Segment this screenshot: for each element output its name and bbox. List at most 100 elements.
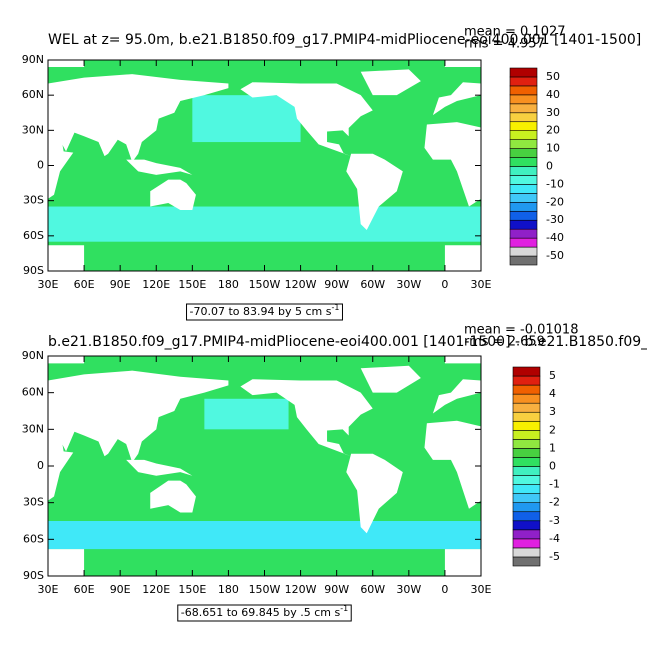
y-tick-label: 60S — [23, 229, 44, 242]
colorbar-box — [512, 411, 541, 422]
x-tick-label: 120W — [285, 583, 317, 596]
land — [360, 365, 421, 393]
x-tick-label: 60E — [74, 583, 95, 596]
colorbar-label: 0 — [549, 460, 556, 473]
colorbar-label: 0 — [546, 160, 553, 173]
colorbar-box — [509, 76, 538, 87]
colorbar-box — [509, 130, 538, 140]
land — [48, 426, 74, 501]
x-tick-label: 150E — [178, 278, 206, 291]
ocean-patch — [192, 95, 301, 143]
land — [360, 69, 421, 96]
panel-title: b.e21.B1850.f09_g17.PMIP4-midPliocene-eo… — [48, 334, 647, 350]
x-tick-label: 120W — [285, 278, 317, 291]
colorbar-label: 30 — [546, 106, 560, 119]
x-tick-label: 30E — [38, 278, 59, 291]
ocean-patch — [48, 206, 481, 242]
land — [126, 459, 193, 476]
land — [150, 179, 196, 211]
colorbar-box — [509, 175, 538, 185]
y-tick-label: 30S — [23, 194, 44, 207]
land — [48, 74, 229, 162]
colorbar-label: -10 — [546, 177, 564, 190]
x-tick-label: 180 — [218, 583, 239, 596]
colorbar-label: 10 — [546, 142, 560, 155]
land — [150, 480, 196, 513]
y-tick-label: 60N — [22, 386, 44, 399]
colorbar-box — [509, 103, 538, 114]
y-tick-label: 30S — [23, 496, 44, 509]
range-text: -68.651 to 69.845 by .5 cm s — [181, 606, 341, 619]
colorbar-box — [509, 255, 538, 266]
colorbar-box — [509, 193, 538, 203]
colorbar-label: -50 — [546, 249, 564, 262]
colorbar-label: 2 — [549, 423, 556, 436]
colorbar-label: -3 — [549, 514, 560, 527]
colorbar-box — [512, 493, 541, 503]
land — [48, 356, 85, 364]
colorbar-label: -20 — [546, 195, 564, 208]
x-tick-label: 30W — [396, 278, 421, 291]
colorbar-box — [512, 466, 541, 476]
x-tick-label: 150W — [249, 583, 281, 596]
colorbar-box — [509, 237, 538, 248]
colorbar-box — [509, 121, 538, 131]
land — [48, 127, 74, 199]
y-tick-label: 30N — [22, 123, 44, 136]
colorbar-label: -30 — [546, 213, 564, 226]
colorbar-label: -1 — [549, 478, 560, 491]
panel-title: WEL at z= 95.0m, b.e21.B1850.f09_g17.PMI… — [48, 32, 641, 48]
colorbar-box — [512, 430, 541, 440]
land — [48, 549, 85, 576]
range-label: -70.07 to 83.94 by 5 cm s-1 — [190, 303, 340, 319]
range-unit-sup: -1 — [340, 604, 348, 613]
colorbar-box — [512, 366, 541, 377]
y-tick-label: 90S — [23, 264, 44, 277]
colorbar-label: -4 — [549, 532, 560, 545]
colorbar-box — [512, 448, 541, 458]
ocean-patch — [48, 521, 481, 550]
colorbar-box — [509, 166, 538, 176]
range-box — [186, 303, 343, 321]
colorbar-box — [509, 67, 538, 78]
colorbar-box — [512, 457, 541, 467]
range-box — [177, 604, 352, 622]
mean-label: mean = 0.1027 — [464, 25, 566, 40]
colorbar-box — [509, 202, 538, 212]
colorbar-box — [512, 529, 541, 540]
colorbar-label: -2 — [549, 496, 560, 509]
colorbar-box — [512, 556, 541, 567]
rms-label: rms = 2.659 — [464, 335, 545, 350]
land — [48, 60, 85, 68]
land — [444, 60, 481, 68]
colorbar-box — [512, 439, 541, 449]
colorbar-label: -40 — [546, 231, 564, 244]
colorbar-box — [512, 475, 541, 485]
colorbar-box — [512, 520, 541, 531]
land — [48, 245, 85, 271]
x-tick-label: 30E — [38, 583, 59, 596]
land — [444, 245, 481, 271]
mean-label: mean = -0.01018 — [464, 323, 578, 338]
colorbar-label: 3 — [549, 405, 556, 418]
colorbar-box — [509, 157, 538, 167]
x-tick-label: 120E — [142, 278, 170, 291]
x-tick-label: 90W — [324, 278, 349, 291]
land — [424, 420, 481, 509]
colorbar-box — [509, 184, 538, 194]
ocean-patch — [204, 398, 289, 430]
land — [424, 122, 481, 207]
land — [346, 153, 403, 230]
land — [346, 453, 403, 534]
x-tick-label: 90W — [324, 583, 349, 596]
y-tick-label: 60N — [22, 88, 44, 101]
range-unit-sup: -1 — [331, 303, 339, 312]
x-tick-label: 120E — [142, 583, 170, 596]
colorbar-label: 4 — [549, 387, 556, 400]
colorbar-box — [509, 85, 538, 96]
colorbar-box — [509, 148, 538, 158]
y-tick-label: 90S — [23, 569, 44, 582]
colorbar-box — [509, 210, 538, 221]
land — [240, 82, 373, 157]
